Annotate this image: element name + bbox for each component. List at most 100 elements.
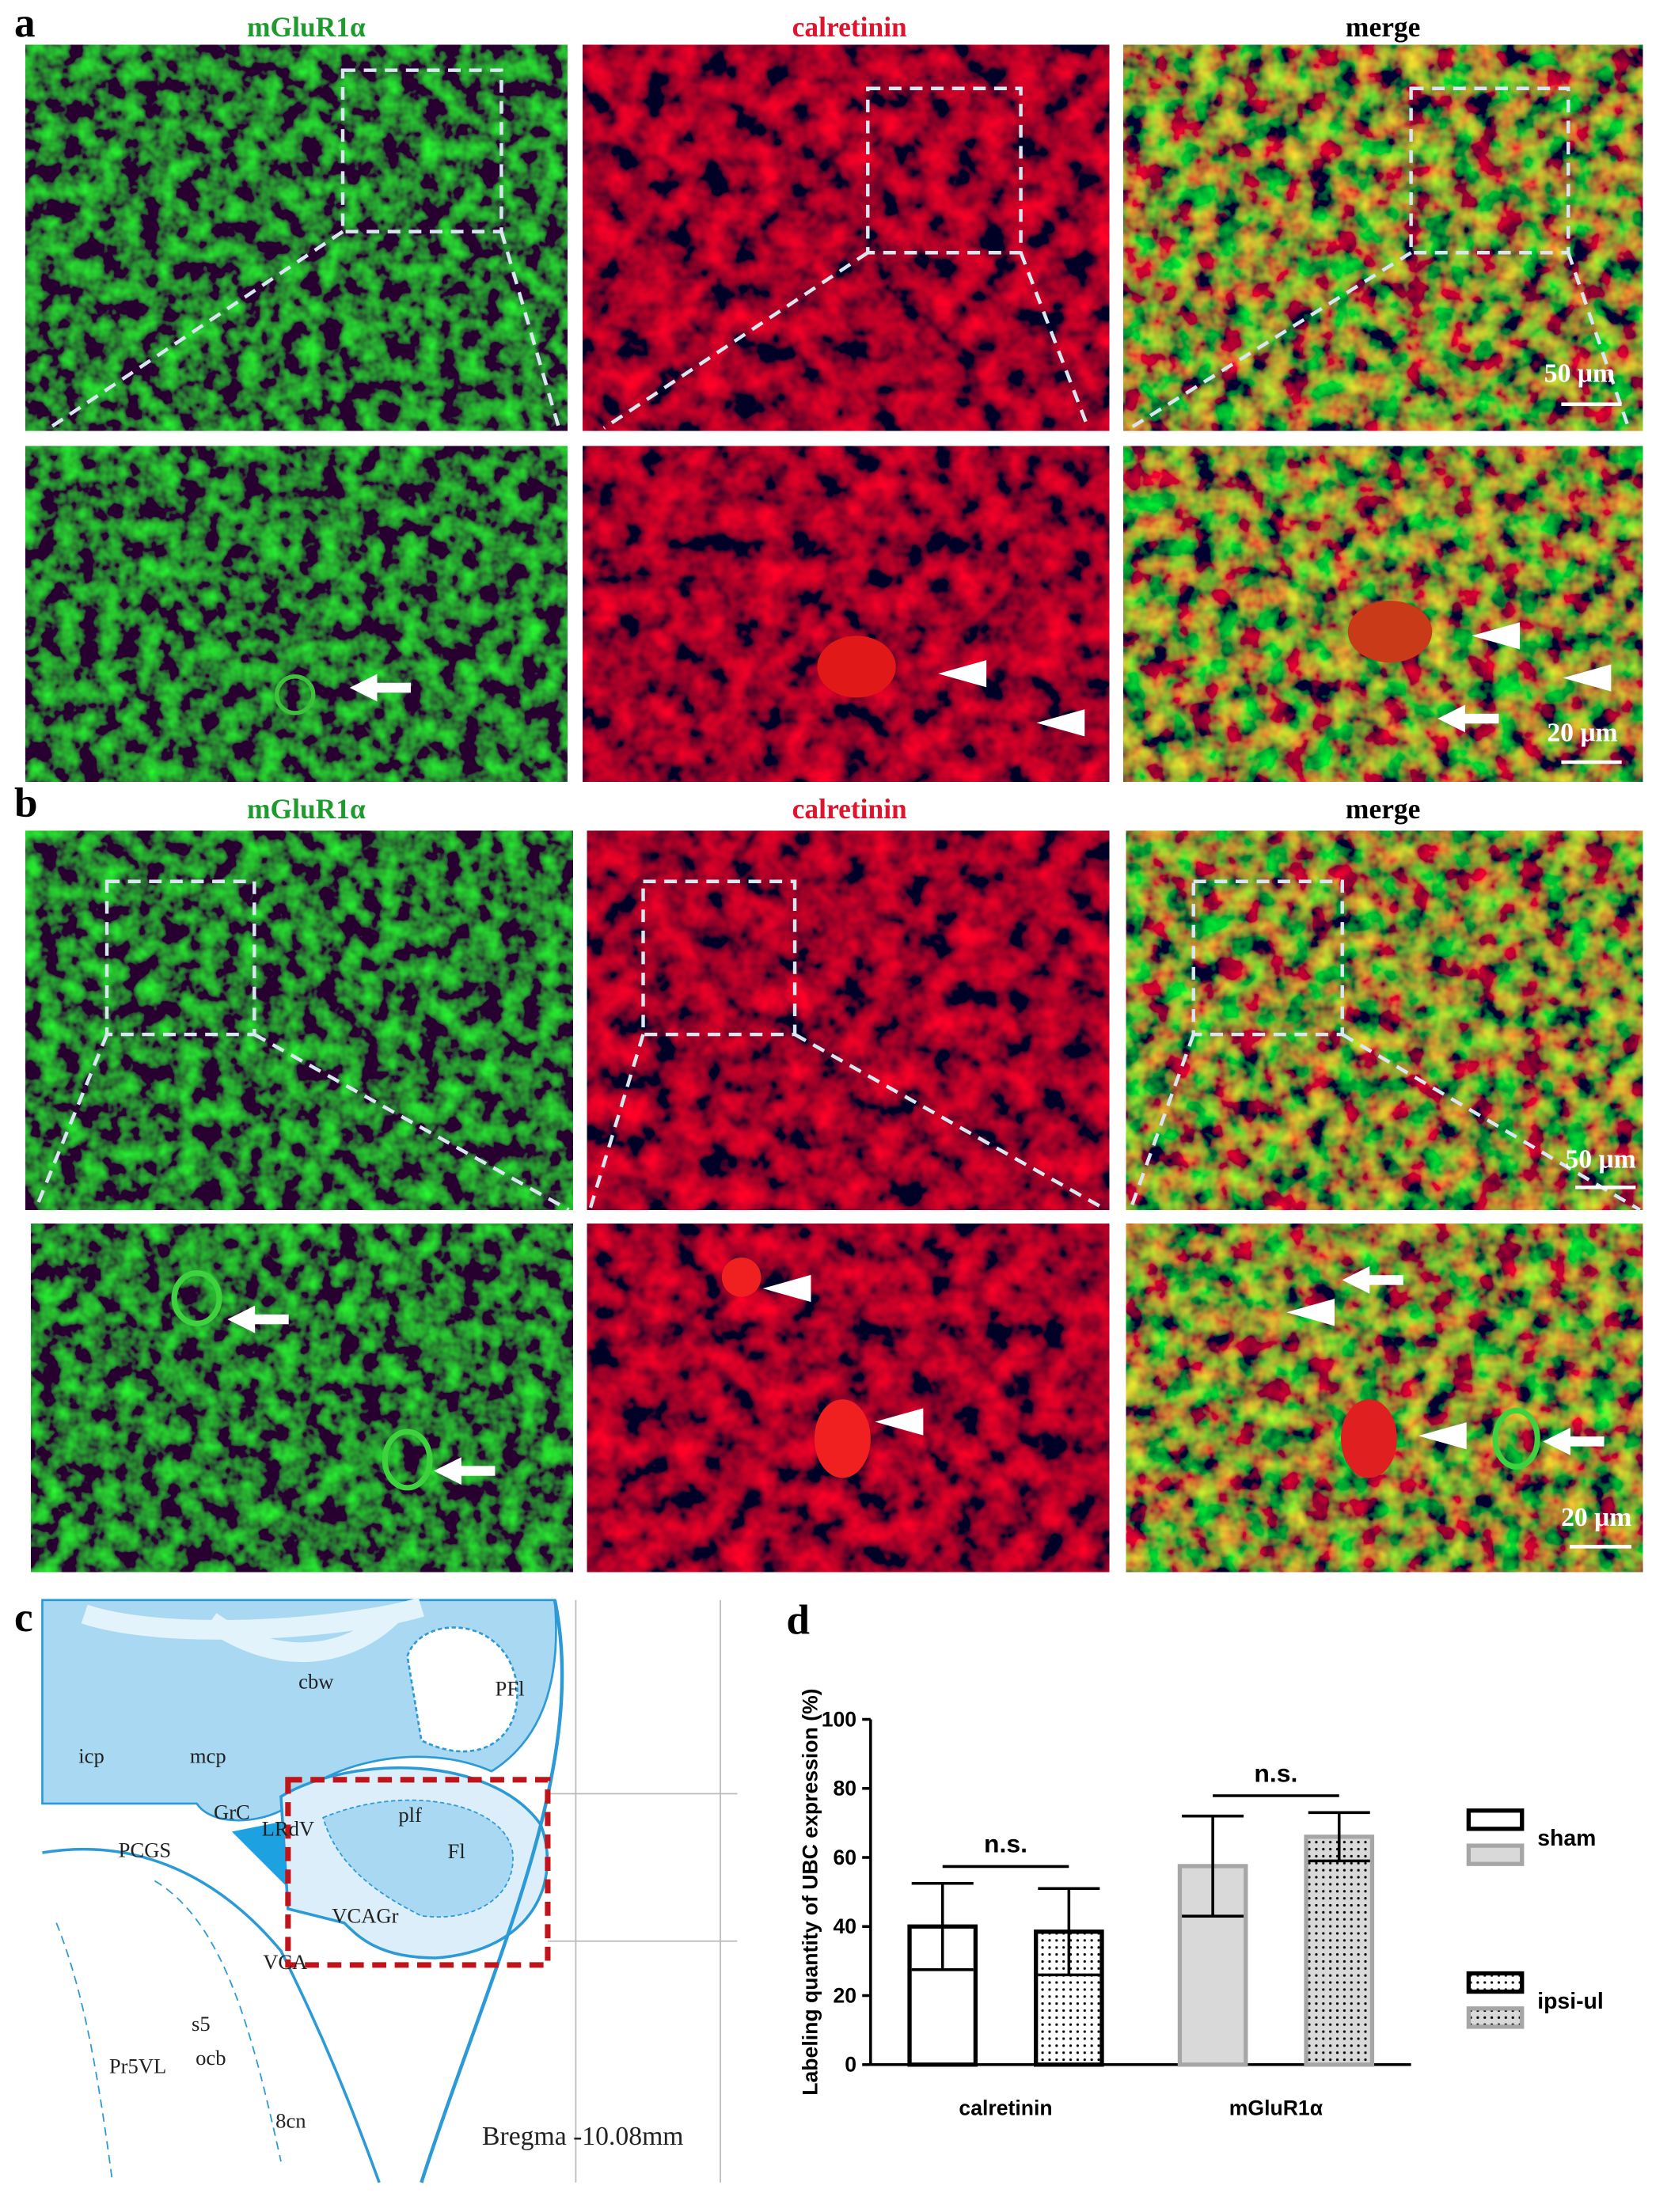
arrowhead — [938, 660, 987, 688]
arrowhead — [1563, 664, 1612, 692]
arrowhead — [875, 1408, 924, 1436]
atlas-label: plf — [398, 1803, 422, 1827]
atlas-region — [81, 1597, 424, 1663]
zoom-box — [1191, 879, 1344, 1037]
arrow — [1342, 1266, 1403, 1294]
y-tick-label: 100 — [822, 1707, 856, 1731]
atlas-line — [420, 1599, 564, 2184]
cell — [817, 636, 896, 698]
micrograph — [31, 1224, 573, 1573]
column-title: merge — [1346, 793, 1420, 825]
scale-bar-label: 50 μm — [1565, 1145, 1635, 1174]
column-title: calretinin — [792, 11, 907, 43]
error-bar — [1038, 1887, 1100, 1977]
atlas-label: icp — [78, 1743, 104, 1767]
arrowhead — [1418, 1422, 1467, 1450]
cell — [1340, 1399, 1397, 1478]
legend-swatch — [1466, 1843, 1525, 1866]
zoom-line — [48, 230, 561, 430]
atlas-label: mcp — [190, 1743, 226, 1767]
scale-bar-label: 20 μm — [1547, 718, 1617, 747]
atlas-region — [322, 1799, 514, 1918]
arrowhead — [1472, 622, 1521, 650]
legend-swatch — [1466, 1808, 1525, 1831]
y-tick-label: 40 — [834, 1914, 857, 1938]
scale-bar-label: 20 μm — [1561, 1503, 1631, 1532]
arrow — [227, 1305, 289, 1334]
arrow — [1437, 704, 1499, 733]
x-tick-label: calretinin — [959, 2096, 1052, 2120]
panel-label: a — [14, 0, 36, 46]
micrograph — [1123, 44, 1643, 431]
atlas-label: ocb — [196, 2046, 226, 2070]
zoom-box — [641, 879, 797, 1037]
column-title: calretinin — [792, 793, 907, 825]
arrowhead — [1036, 709, 1085, 737]
markers — [227, 622, 1612, 1485]
cell — [382, 1429, 433, 1491]
panel-label: d — [786, 1596, 810, 1643]
micrograph — [25, 830, 573, 1210]
zoom-line — [1129, 251, 1631, 430]
cell — [1347, 601, 1433, 663]
cell — [721, 1258, 761, 1297]
cell — [171, 1269, 222, 1326]
micrograph — [583, 44, 1110, 431]
atlas-label: Pr5VL — [109, 2054, 166, 2077]
atlas-label: PCGS — [119, 1838, 172, 1861]
micrograph — [587, 830, 1110, 1210]
column-title: mGluR1α — [247, 793, 366, 825]
highlight-box — [285, 1777, 551, 1968]
atlas-label: Fl — [448, 1839, 465, 1863]
atlas: cbw PFl icp mcp GrC LRdV plf Fl PCGS VCA… — [41, 1597, 738, 2184]
atlas-label: s5 — [192, 2012, 211, 2036]
zoom-guides — [33, 68, 1641, 1212]
micrograph — [583, 446, 1110, 782]
legend-label: sham — [1537, 1826, 1596, 1851]
bar-chart: Labeling quantity of UBC expression (%) … — [798, 1689, 1603, 2120]
atlas-grid — [547, 1599, 738, 2183]
legend-pattern — [1470, 2010, 1521, 2025]
zoom-box — [1409, 86, 1570, 255]
zoom-box — [340, 68, 503, 233]
cell — [814, 1399, 871, 1478]
arrowhead — [1286, 1299, 1335, 1326]
zoom-box — [866, 86, 1023, 255]
arrowhead — [762, 1274, 811, 1303]
panel-label: b — [14, 780, 38, 826]
micrograph — [25, 446, 568, 782]
zoom-line — [588, 1033, 1107, 1212]
zoom-line — [33, 1033, 570, 1212]
arrow — [349, 673, 412, 702]
y-axis-label: Labeling quantity of UBC expression (%) — [798, 1689, 822, 2096]
cell — [1492, 1407, 1540, 1470]
bar-pattern — [1308, 1838, 1370, 2063]
y-tick-label: 80 — [834, 1777, 857, 1800]
legend-pattern — [1470, 1975, 1521, 1990]
micrograph — [1126, 830, 1643, 1210]
cell — [274, 674, 316, 715]
legend-label: ipsi-ul — [1537, 1989, 1604, 2014]
panel-label: c — [14, 1594, 33, 1641]
atlas-region — [231, 1821, 288, 1888]
zoom-box — [104, 879, 256, 1037]
micrograph — [25, 44, 568, 431]
atlas-label: PFl — [496, 1676, 525, 1700]
column-title: merge — [1346, 11, 1420, 43]
atlas-label: VCAGr — [332, 1904, 398, 1928]
atlas-line — [55, 1880, 282, 2183]
y-tick-label: 20 — [834, 1983, 857, 2007]
bregma-label: Bregma -10.08mm — [482, 2122, 683, 2151]
arrow — [434, 1457, 496, 1485]
error-bar — [1182, 1814, 1244, 1918]
atlas-label: LRdV — [262, 1817, 314, 1841]
zoom-line — [602, 251, 1090, 430]
annotation: n.s. — [1254, 1759, 1297, 1787]
atlas-line — [42, 1847, 381, 2184]
scale-bar-label: 50 μm — [1544, 359, 1615, 388]
y-tick-label: 60 — [834, 1846, 857, 1869]
error-bar — [911, 1881, 974, 1971]
arrow — [1543, 1427, 1605, 1455]
